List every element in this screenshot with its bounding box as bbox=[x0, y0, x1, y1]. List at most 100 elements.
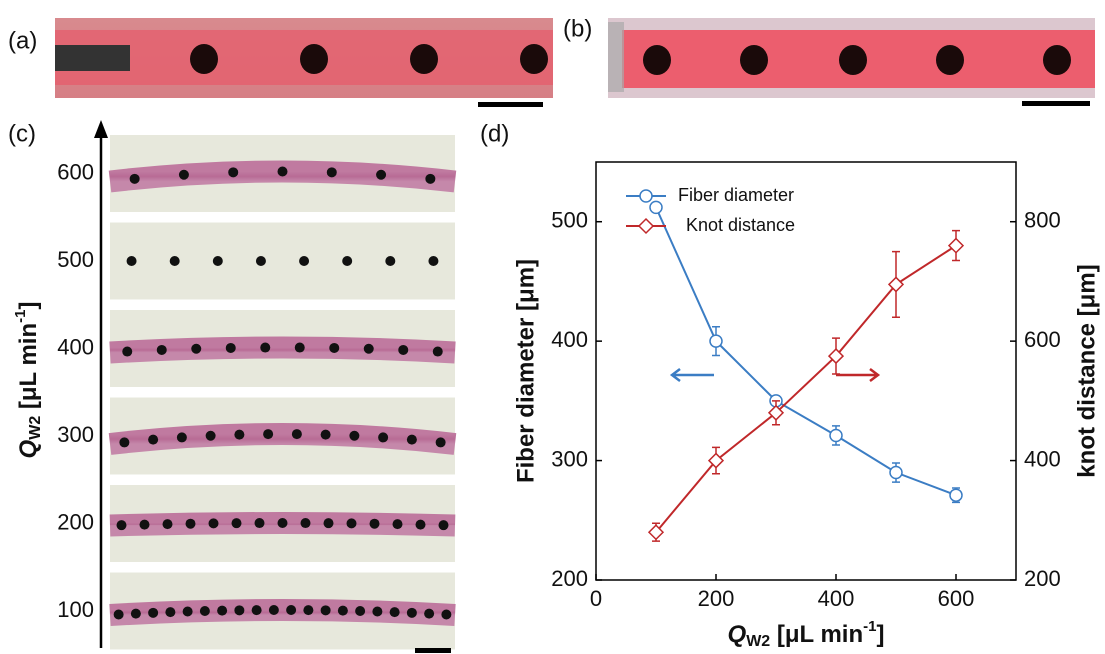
knot bbox=[320, 605, 331, 616]
knot bbox=[337, 605, 348, 616]
c-tick-label: 100 bbox=[57, 597, 94, 622]
knot bbox=[294, 342, 305, 353]
data-point bbox=[887, 276, 905, 293]
c-y-label: QW2 [μL min-1] bbox=[12, 302, 44, 459]
data-point bbox=[829, 428, 843, 443]
arrow-left bbox=[669, 368, 714, 382]
y2-tick-label: 400 bbox=[1024, 446, 1061, 471]
y-axis-label: Fiber diameter [μm] bbox=[512, 259, 539, 483]
data-point bbox=[649, 200, 663, 215]
knot bbox=[376, 169, 387, 180]
knot bbox=[178, 169, 189, 180]
knot bbox=[385, 256, 396, 266]
knot bbox=[438, 520, 449, 531]
knot bbox=[406, 434, 417, 445]
knot bbox=[349, 430, 360, 441]
knot bbox=[320, 429, 331, 440]
label-unit: [μL min bbox=[15, 323, 42, 416]
scale-bar bbox=[1022, 101, 1090, 106]
x-axis-label: QW2 [μL min-1] bbox=[728, 618, 885, 650]
knot bbox=[415, 519, 426, 530]
legend-label: Knot distance bbox=[686, 215, 795, 235]
knot bbox=[165, 607, 176, 618]
label-symbol: Q bbox=[15, 439, 42, 458]
knot bbox=[424, 608, 435, 619]
fiber bbox=[108, 423, 457, 455]
knot bbox=[326, 167, 337, 178]
label-sub: W2 bbox=[27, 416, 44, 440]
knot bbox=[369, 518, 380, 529]
droplets bbox=[643, 45, 1071, 75]
y-tick-label: 300 bbox=[551, 446, 588, 471]
knot bbox=[119, 437, 130, 448]
y2-axis-label: knot distance [μm] bbox=[1073, 264, 1100, 477]
fiber bbox=[109, 336, 456, 364]
label-symbol: Q bbox=[728, 621, 747, 648]
y2-tick-label: 600 bbox=[1024, 327, 1061, 352]
knot bbox=[191, 343, 202, 354]
label-sup: -1 bbox=[863, 618, 876, 635]
knot bbox=[205, 430, 216, 441]
label-close: ] bbox=[876, 621, 884, 648]
x-tick-label: 400 bbox=[818, 586, 855, 611]
knot bbox=[169, 256, 180, 266]
data-point bbox=[647, 524, 665, 541]
c-tick-label: 200 bbox=[57, 509, 94, 534]
knot bbox=[303, 605, 314, 616]
data-point bbox=[709, 334, 723, 348]
panel-label: (d) bbox=[480, 120, 509, 147]
panel-label: (a) bbox=[8, 27, 37, 54]
knot bbox=[251, 605, 262, 616]
y2-tick-label: 800 bbox=[1024, 208, 1061, 233]
legend-label: Fiber diameter bbox=[678, 185, 794, 205]
legend-marker bbox=[637, 217, 655, 235]
knot bbox=[113, 609, 124, 620]
label-close: ] bbox=[15, 302, 42, 310]
data-point bbox=[707, 452, 725, 469]
label-sup: -1 bbox=[12, 310, 29, 323]
plot-frame bbox=[595, 161, 1017, 581]
knot bbox=[329, 342, 340, 353]
knot bbox=[323, 518, 334, 529]
knot bbox=[260, 342, 271, 353]
knot bbox=[286, 605, 297, 616]
c-tick-label: 400 bbox=[57, 334, 94, 359]
knot bbox=[425, 173, 436, 184]
knot bbox=[129, 173, 140, 184]
knot bbox=[263, 429, 274, 440]
panel-d: 0 200 400 600200300400500200400600800Fiber … bbox=[551, 161, 1061, 611]
knot bbox=[255, 256, 266, 266]
knot bbox=[208, 518, 219, 529]
scale-bar bbox=[478, 102, 543, 107]
label-sub: W2 bbox=[746, 633, 770, 650]
knot bbox=[406, 607, 417, 618]
data-point bbox=[767, 404, 785, 421]
x-tick-label: 600 bbox=[938, 586, 975, 611]
knot bbox=[212, 256, 223, 266]
arrow-right bbox=[836, 368, 881, 382]
knot bbox=[228, 167, 239, 178]
knot bbox=[389, 607, 400, 618]
knot bbox=[300, 518, 311, 529]
data-point bbox=[949, 488, 963, 502]
knot bbox=[185, 518, 196, 529]
legend-marker bbox=[639, 189, 653, 203]
knot bbox=[231, 518, 242, 529]
knot bbox=[355, 606, 366, 617]
x-tick-label: 200 bbox=[698, 586, 735, 611]
knot bbox=[234, 429, 245, 440]
knot bbox=[148, 607, 159, 618]
series-line bbox=[655, 244, 957, 533]
knot bbox=[398, 344, 409, 355]
fiber bbox=[109, 599, 456, 626]
nozzle bbox=[55, 45, 130, 71]
c-tick-label: 300 bbox=[57, 422, 94, 447]
knot bbox=[148, 434, 159, 445]
knot bbox=[176, 432, 187, 443]
panel-label: (b) bbox=[563, 15, 592, 42]
y-tick-label: 400 bbox=[551, 327, 588, 352]
data-point bbox=[889, 465, 903, 480]
knot bbox=[372, 606, 383, 617]
knot bbox=[162, 519, 173, 530]
